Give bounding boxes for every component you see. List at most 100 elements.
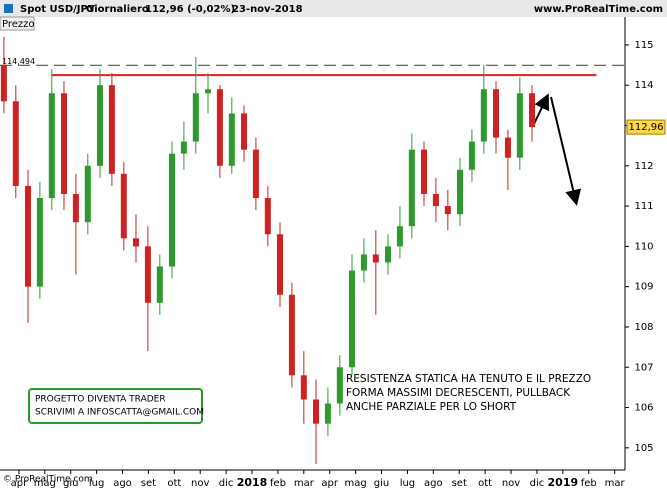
site: www.ProRealTime.com [534,4,663,15]
x-tick-label: giu [374,478,389,489]
candle-body [504,137,511,158]
x-tick-label: lug [400,478,415,489]
candle-body [421,149,428,194]
panel-label: Prezzo [2,19,35,30]
x-tick-label: lug [89,478,104,489]
panel-label-box [0,16,35,31]
symbol: Spot USD/JPY [20,4,96,15]
candle-body [516,93,523,158]
y-tick-label: 115 [634,40,653,51]
candle-body [24,185,31,287]
candle-body [529,93,536,128]
arrow-down [550,96,582,206]
y-tick-label: 112 [634,161,653,172]
x-tick-label: ago [113,478,132,489]
x-tick-label: feb [270,478,286,489]
candle-body [360,254,367,271]
candle-body [48,93,55,199]
note-line: PROGETTO DIVENTA TRADER [35,395,166,405]
header-icon [4,4,13,13]
x-tick-label: ago [424,478,443,489]
last-price-box [626,119,666,135]
last-price-label: 112,96 [629,122,664,133]
x-tick-label: mar [605,478,626,489]
period: Giornaliero [86,4,149,15]
reference-label: 114,494 [2,57,35,66]
candle-body [36,198,43,287]
candle-body [168,153,175,267]
y-tick-label: 114 [634,80,653,91]
header-bar [0,0,667,17]
annotation-line: FORMA MASSIMI DECRESCENTI, PULLBACK [346,387,571,399]
x-tick-label: giu [63,478,78,489]
candle-body [480,89,487,142]
candle-body [457,169,464,215]
x-tick-label: set [141,478,156,489]
y-tick-label: 108 [634,322,653,333]
candle-body [84,165,91,223]
candle-body [204,89,211,94]
candle-body [336,367,343,404]
candle-body [324,403,331,424]
y-tick-label: 111 [634,201,653,212]
x-tick-label: apr [11,478,28,489]
x-tick-label: 2018 [237,476,268,489]
x-tick-label: dic [530,478,545,489]
date: 23-nov-2018 [232,4,303,15]
annotation-line: RESISTENZA STATICA HA TENUTO E IL PREZZO [346,373,591,385]
candle-body [0,65,7,102]
x-tick-label: nov [502,478,520,489]
candle-body [408,149,415,227]
candle-body [276,234,283,295]
y-tick-label: 107 [634,362,653,373]
candle-body [288,294,295,376]
x-tick-label: mag [345,478,367,489]
candle-body [252,149,259,199]
candle-body [132,238,139,247]
candle-body [12,101,19,186]
note-line: SCRIVIMI A INFOSCATTA@GMAIL.COM [35,408,204,418]
candle-body [96,85,103,166]
x-tick-label: 2019 [548,476,579,489]
candle-body [120,173,127,239]
x-tick-label: feb [581,478,597,489]
candle-body [228,113,235,166]
annotation-line: ANCHE PARZIALE PER LO SHORT [346,401,517,413]
arrow-up [532,93,549,127]
candle-body [348,270,355,368]
candle-body [180,141,187,154]
candle-body [372,254,379,263]
candle-body [144,246,151,303]
candle-body [312,399,319,424]
x-tick-label: ott [167,478,181,489]
candle-body [432,193,439,207]
x-tick-label: apr [321,478,338,489]
candle-body [468,141,475,170]
candle-body [192,93,199,142]
candle-body [72,193,79,223]
x-tick-label: ott [478,478,492,489]
y-tick-label: 109 [634,282,653,293]
plot: 105106107108109110111112113114115aprmagg… [0,36,654,489]
candle-body [240,113,247,150]
y-tick-label: 110 [634,241,653,252]
x-tick-label: mar [294,478,315,489]
candle-body [444,206,451,215]
candle-body [156,266,163,303]
note-box [28,388,203,424]
footer: © ProRealTime.com [3,475,93,485]
quote: 112,96 (-0,02%) [145,4,235,15]
x-tick-label: set [452,478,467,489]
candle-body [493,89,500,138]
y-tick-label: 105 [634,443,653,454]
candle-body [60,93,67,194]
x-tick-label: nov [191,478,209,489]
x-tick-label: dic [219,478,234,489]
y-tick-label: 106 [634,403,653,414]
candle-body [385,246,392,263]
candle-body [264,198,271,235]
x-tick-label: mag [34,478,56,489]
candle-body [396,226,403,247]
candle-body [216,89,223,166]
